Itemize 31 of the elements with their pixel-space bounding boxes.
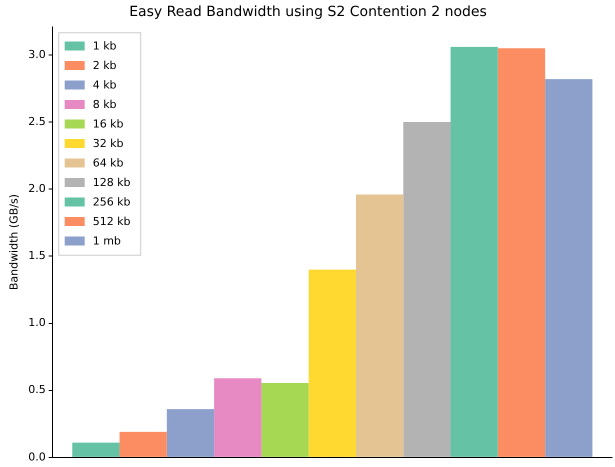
legend-label: 8 kb [92, 98, 117, 111]
legend-label: 256 kb [92, 195, 131, 208]
bar [545, 79, 592, 457]
bar [72, 442, 120, 457]
legend-label: 16 kb [92, 117, 124, 130]
bar [356, 194, 404, 457]
bar [261, 382, 309, 457]
y-tick-label: 2.0 [28, 182, 46, 195]
legend-label: 128 kb [92, 176, 131, 189]
legend-label: 512 kb [92, 214, 131, 228]
legend-label: 4 kb [92, 78, 117, 92]
bar [450, 46, 498, 457]
y-tick-label: 1.0 [28, 316, 46, 330]
legend-label: 1 mb [92, 234, 121, 248]
bar [403, 122, 451, 457]
chart-title: Easy Read Bandwidth using S2 Contention 2 nodes [129, 4, 487, 20]
y-tick-label: 2.5 [28, 114, 46, 128]
legend-label: 32 kb [92, 136, 124, 150]
y-tick-label: 0.5 [28, 383, 46, 396]
legend-label: 1 kb [92, 39, 117, 52]
y-tick-label: 0.0 [28, 450, 46, 464]
bar [120, 432, 167, 457]
y-tick-label: 1.5 [28, 249, 46, 262]
bar [498, 48, 546, 457]
legend-label: 64 kb [92, 156, 124, 170]
legend-label: 2 kb [92, 58, 117, 72]
bar [214, 378, 262, 457]
bar [166, 409, 214, 457]
bar [308, 270, 356, 457]
y-tick-label: 3.0 [28, 48, 46, 61]
y-axis-title: Bandwidth (GB/s) [7, 194, 20, 290]
